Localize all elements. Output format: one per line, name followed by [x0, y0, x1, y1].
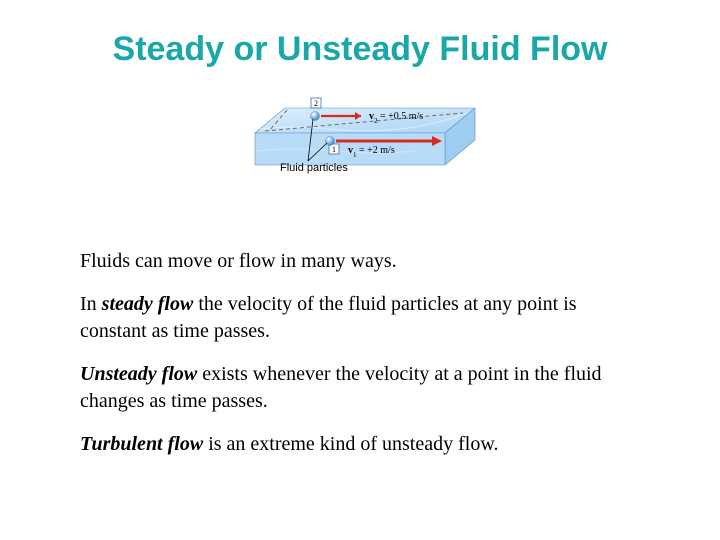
p4-emph: Turbulent flow	[80, 433, 203, 455]
body-text: Fluids can move or flow in many ways. In…	[50, 248, 670, 458]
svg-text:Fluid particles: Fluid particles	[280, 162, 348, 174]
paragraph-unsteady: Unsteady flow exists whenever the veloci…	[80, 361, 640, 415]
paragraph-turbulent: Turbulent flow is an extreme kind of uns…	[80, 431, 640, 458]
p1-text: Fluids can move or flow in many ways.	[80, 250, 397, 272]
p3-emph: Unsteady flow	[80, 363, 197, 385]
diagram-container: 2v2 = +0.5 m/s1v1 = +2 m/sFluid particle…	[50, 93, 670, 218]
svg-text:2: 2	[314, 99, 318, 108]
paragraph-steady: In steady flow the velocity of the fluid…	[80, 291, 640, 345]
svg-text:1: 1	[332, 145, 336, 154]
fluid-flow-diagram: 2v2 = +0.5 m/s1v1 = +2 m/sFluid particle…	[235, 93, 485, 218]
page-title: Steady or Unsteady Fluid Flow	[50, 30, 670, 69]
p2-lead: In	[80, 293, 102, 315]
slide: Steady or Unsteady Fluid Flow 2v2 = +0.5…	[0, 0, 720, 540]
p4-tail: is an extreme kind of unsteady flow.	[203, 433, 498, 455]
diagram-svg: 2v2 = +0.5 m/s1v1 = +2 m/sFluid particle…	[235, 93, 485, 213]
p2-emph: steady flow	[102, 293, 194, 315]
paragraph-intro: Fluids can move or flow in many ways.	[80, 248, 640, 275]
